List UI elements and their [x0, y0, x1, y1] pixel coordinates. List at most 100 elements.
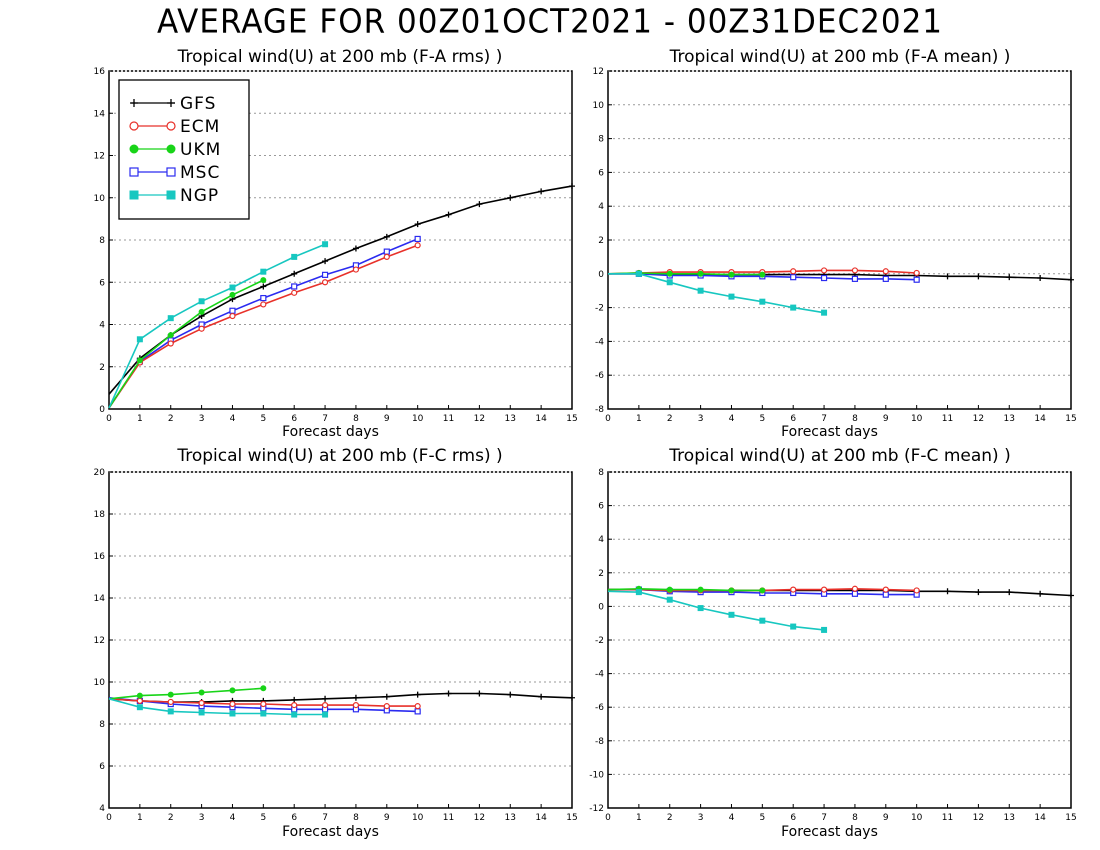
x-tick-label: 3: [199, 813, 205, 823]
y-tick-label: 4: [598, 202, 604, 212]
x-tick-label: 9: [883, 414, 889, 424]
chart-panel-2: Tropical wind(U) at 200 mb (F-A mean) ) -…: [593, 47, 1077, 440]
legend-marker: [167, 99, 175, 107]
data-point: [790, 274, 797, 281]
x-tick-label: 4: [230, 414, 236, 424]
x-tick-label: 2: [667, 414, 673, 424]
y-tick-label: 6: [99, 762, 105, 772]
legend-marker: [166, 167, 176, 177]
data-point: [821, 626, 828, 633]
legend-label: MSC: [180, 163, 220, 183]
x-tick-label: 11: [443, 813, 454, 823]
data-point: [476, 690, 483, 697]
data-point: [913, 587, 920, 594]
data-point: [321, 271, 329, 278]
x-tick-label: 13: [1004, 813, 1015, 823]
x-tick-label: 14: [1034, 414, 1046, 424]
data-point: [728, 293, 735, 300]
data-point: [975, 589, 982, 596]
data-point: [291, 711, 298, 718]
data-point: [882, 268, 889, 275]
x-tick-label: 7: [322, 414, 328, 424]
y-tick-label: 14: [94, 594, 106, 604]
data-point: [352, 266, 360, 273]
data-point: [476, 201, 483, 208]
x-tick-label: 10: [911, 813, 923, 823]
x-tick-label: 12: [474, 414, 485, 424]
x-tick-label: 5: [260, 813, 266, 823]
y-tick-label: 16: [94, 552, 106, 562]
series-line: [108, 698, 326, 716]
legend-label: ECM: [180, 117, 220, 137]
x-tick-label: 4: [729, 813, 735, 823]
data-point: [1006, 274, 1013, 281]
data-point: [882, 586, 889, 593]
x-tick-label: 8: [353, 813, 359, 823]
data-point: [260, 268, 267, 275]
data-point: [820, 586, 828, 593]
y-tick-label: -6: [595, 703, 604, 713]
series-ukm: [108, 277, 267, 409]
y-tick-label: 8: [99, 720, 105, 730]
x-tick-label: 13: [505, 813, 516, 823]
data-point: [352, 694, 359, 701]
x-tick-label: 15: [1065, 414, 1076, 424]
x-tick-label: 0: [605, 813, 611, 823]
data-point: [790, 586, 797, 593]
y-tick-label: 6: [598, 502, 604, 512]
y-tick-label: 2: [598, 569, 604, 579]
data-point: [291, 253, 298, 260]
series-line: [608, 272, 825, 314]
y-tick-label: 12: [94, 152, 105, 162]
data-point: [728, 611, 735, 618]
x-tick-label: 13: [1004, 414, 1015, 424]
x-tick-label: 2: [667, 813, 673, 823]
data-point: [260, 283, 267, 290]
data-point: [414, 691, 421, 698]
data-point: [198, 709, 205, 716]
data-point: [167, 691, 174, 698]
data-point: [260, 294, 267, 302]
x-tick-label: 5: [759, 813, 765, 823]
series-line: [108, 185, 573, 395]
data-point: [538, 693, 545, 700]
x-tick-label: 0: [106, 414, 112, 424]
data-point: [229, 284, 236, 291]
data-point: [635, 589, 642, 596]
x-tick-label: 4: [230, 813, 236, 823]
data-point: [198, 325, 205, 332]
x-tick-label: 9: [883, 813, 889, 823]
x-tick-label: 0: [605, 414, 611, 424]
x-axis-label: Forecast days: [282, 424, 379, 440]
legend-label: NGP: [180, 186, 219, 206]
legend-marker: [129, 167, 139, 177]
data-point: [759, 271, 766, 278]
series-ecm: [108, 697, 421, 710]
y-tick-label: 8: [598, 135, 604, 145]
data-point: [383, 703, 390, 710]
data-point: [291, 701, 298, 709]
legend-item-ukm: UKM: [129, 140, 220, 160]
x-tick-label: 6: [790, 414, 796, 424]
x-tick-label: 14: [535, 813, 547, 823]
data-point: [229, 700, 236, 708]
data-point: [229, 291, 236, 298]
data-point: [728, 271, 735, 278]
data-point: [666, 270, 673, 277]
series-line: [607, 587, 763, 592]
data-point: [759, 298, 766, 305]
data-point: [198, 308, 205, 315]
series-line: [108, 238, 419, 409]
data-point: [322, 241, 329, 248]
x-tick-label: 12: [474, 813, 485, 823]
x-tick-label: 3: [698, 813, 704, 823]
data-point: [414, 708, 421, 715]
y-tick-label: -2: [595, 636, 604, 646]
chart-panel-3: Tropical wind(U) at 200 mb (F-C rms) ) 4 6…: [94, 446, 578, 840]
x-tick-label: 11: [942, 414, 953, 424]
x-tick-label: 10: [412, 813, 424, 823]
data-point: [538, 188, 545, 195]
series-ngp: [608, 270, 828, 316]
legend-item-ngp: NGP: [129, 186, 219, 206]
